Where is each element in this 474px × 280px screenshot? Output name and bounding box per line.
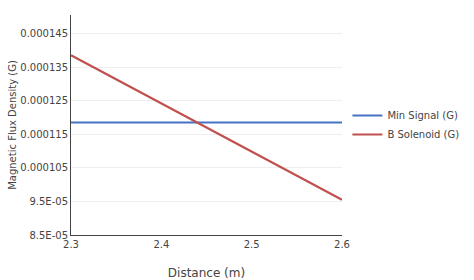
svg-text:Magnetic Flux Density (G): Magnetic Flux Density (G) (7, 60, 18, 190)
svg-text:0.000135: 0.000135 (20, 62, 68, 73)
svg-text:Min Signal (G): Min Signal (G) (387, 110, 457, 121)
svg-text:B Solenoid (G): B Solenoid (G) (387, 129, 459, 140)
svg-text:2.3: 2.3 (63, 239, 79, 250)
svg-text:9.5E-05: 9.5E-05 (29, 196, 68, 207)
svg-text:Distance (m): Distance (m) (168, 266, 245, 280)
svg-text:0.000115: 0.000115 (20, 129, 68, 140)
svg-text:0.000125: 0.000125 (20, 95, 68, 106)
svg-text:2.5: 2.5 (244, 239, 260, 250)
svg-text:0.000105: 0.000105 (20, 162, 68, 173)
svg-text:0.000145: 0.000145 (20, 28, 68, 39)
svg-text:2.4: 2.4 (153, 239, 169, 250)
svg-text:8.5E-05: 8.5E-05 (29, 230, 68, 241)
svg-text:2.6: 2.6 (334, 239, 350, 250)
